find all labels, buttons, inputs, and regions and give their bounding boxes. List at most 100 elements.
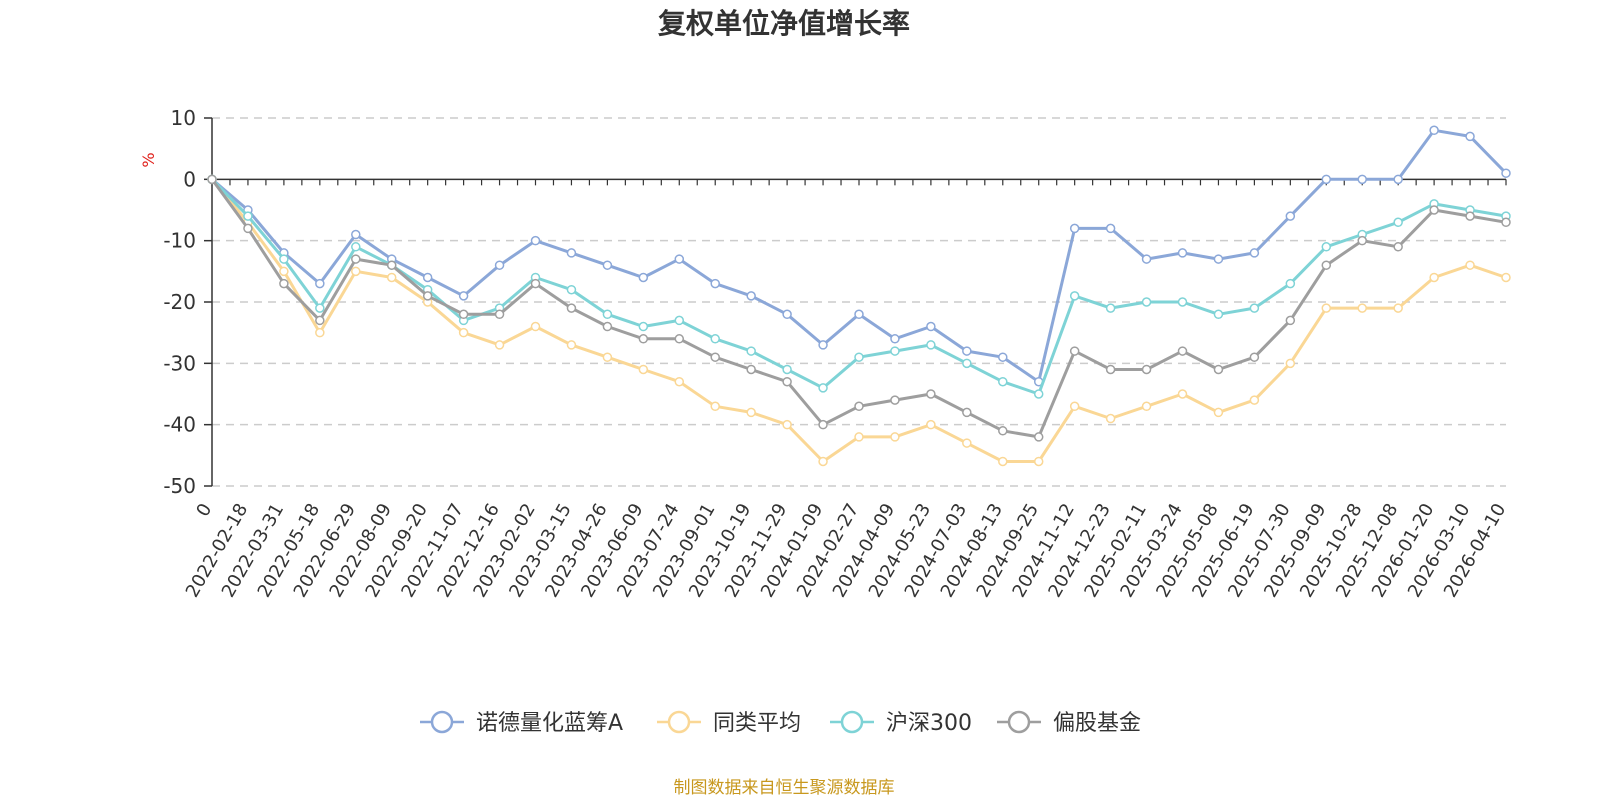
data-point (1393, 174, 1403, 185)
data-point (710, 401, 720, 412)
data-point (386, 260, 397, 270)
y-tick-label: -40 (163, 413, 196, 437)
series-fund (207, 125, 1511, 387)
data-point (782, 364, 792, 375)
data-point (1105, 364, 1116, 375)
data-point (1105, 303, 1116, 313)
data-point (530, 235, 541, 246)
data-point (494, 340, 505, 350)
data-point (782, 376, 792, 387)
data-point (638, 321, 649, 332)
data-point (638, 364, 649, 375)
data-point (890, 334, 900, 344)
series-line (211, 128, 1508, 384)
data-point (1501, 272, 1511, 283)
data-point (351, 229, 361, 240)
data-point (1321, 260, 1332, 270)
data-point (1177, 297, 1188, 307)
legend-marker-icon (840, 710, 864, 734)
data-point (854, 309, 864, 320)
data-point (854, 352, 864, 362)
data-point (1393, 217, 1403, 228)
data-point (674, 376, 685, 387)
data-point (998, 426, 1008, 436)
legend-marker-icon (1007, 710, 1031, 734)
data-point (243, 223, 253, 234)
data-point (1321, 174, 1332, 185)
data-point (854, 432, 864, 442)
series-hs300 (207, 174, 1511, 399)
data-point (1285, 315, 1296, 326)
data-point (566, 303, 577, 313)
data-point (458, 309, 469, 320)
data-point (1141, 254, 1152, 264)
data-point (926, 321, 936, 332)
gridlines (212, 117, 1506, 487)
data-point (1465, 131, 1475, 142)
data-point (315, 278, 325, 289)
data-point (1501, 217, 1511, 228)
legend-label: 偏股基金 (1053, 711, 1141, 736)
data-point (1285, 211, 1296, 221)
legend-label: 同类平均 (713, 711, 801, 736)
data-point (998, 456, 1008, 467)
data-point (351, 266, 361, 277)
y-axis-ticks: 10 0 -10 -20 -30 -40 -50 (163, 106, 212, 498)
legend-item-peer_avg[interactable]: 同类平均 (657, 710, 801, 736)
y-tick-label: -50 (163, 474, 196, 498)
data-point (1393, 303, 1403, 313)
data-point (818, 383, 828, 393)
data-point (1429, 125, 1439, 136)
data-point (638, 334, 649, 344)
data-point (602, 260, 613, 270)
data-point (458, 291, 469, 301)
legend-item-equity_fund[interactable]: 偏股基金 (997, 710, 1141, 736)
data-point (926, 389, 936, 399)
data-point (998, 352, 1008, 362)
legend-label: 沪深300 (886, 711, 972, 736)
data-source-note: 制图数据来自恒生聚源数据库 (674, 778, 895, 798)
data-point (1033, 456, 1044, 467)
legend-item-hs300[interactable]: 沪深300 (830, 710, 972, 736)
data-point (710, 334, 720, 344)
data-point (1141, 401, 1152, 412)
data-point (1321, 242, 1332, 252)
data-point (1393, 242, 1403, 252)
data-point (494, 260, 505, 270)
data-point (1249, 248, 1260, 258)
data-point (926, 419, 936, 430)
series-line (210, 178, 1507, 439)
data-point (1501, 168, 1511, 178)
legend-item-fund[interactable]: 诺德量化蓝筹A (420, 710, 623, 736)
data-point (1429, 272, 1439, 283)
data-point (1357, 174, 1367, 185)
data-point (674, 315, 685, 326)
data-point (674, 334, 685, 344)
data-point (962, 358, 972, 369)
series-line (210, 178, 1507, 463)
data-point (1465, 211, 1475, 221)
data-point (782, 309, 792, 320)
data-point (1213, 309, 1224, 320)
data-point (782, 419, 792, 430)
x-tick-label: 0 (192, 500, 216, 520)
data-point (1357, 235, 1367, 246)
series-equity_fund (207, 174, 1511, 442)
legend[interactable]: 诺德量化蓝筹A 同类平均 沪深300 偏股基金 (420, 710, 1141, 736)
data-point (1285, 358, 1296, 369)
legend-marker-icon (430, 710, 454, 734)
data-point (207, 174, 217, 185)
data-point (1213, 364, 1224, 375)
y-tick-label: -30 (163, 351, 196, 375)
chart-title: 复权单位净值增长率 (658, 7, 910, 40)
data-point (962, 407, 972, 418)
data-point (818, 340, 828, 350)
data-point (530, 321, 541, 332)
data-point (422, 291, 433, 301)
data-point (1177, 346, 1188, 356)
data-point (710, 278, 720, 289)
data-point (566, 284, 577, 295)
data-point (962, 438, 972, 448)
data-point (746, 364, 756, 375)
